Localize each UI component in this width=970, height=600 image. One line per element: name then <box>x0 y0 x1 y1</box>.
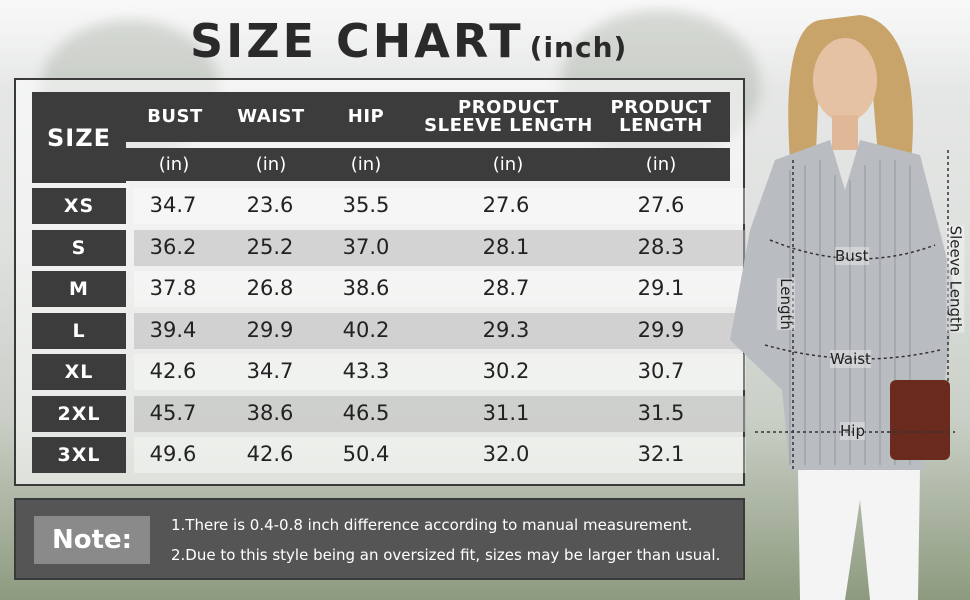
table-cell: 30.2 <box>482 359 530 383</box>
table-cell: 45.7 <box>149 400 197 425</box>
unit-cell-product-length: (in) <box>645 154 677 175</box>
note-line-2: 2.Due to this style being an oversized f… <box>171 546 721 564</box>
unit-cell-sleeve-length: (in) <box>492 154 524 175</box>
unit-row <box>120 148 730 181</box>
table-cell: 27.6 <box>482 193 530 217</box>
table-cell: 25.2 <box>246 234 294 259</box>
table-cell: 46.5 <box>342 400 390 425</box>
column-header-bust-label: BUST <box>147 106 203 127</box>
table-cell: 37.0 <box>342 234 390 259</box>
unit-cell-waist: (in) <box>255 154 287 175</box>
table-cell: 29.1 <box>637 276 685 300</box>
size-column-header: SIZE <box>32 92 126 183</box>
table-cell: 37.8 <box>149 276 197 300</box>
table-row <box>134 437 746 473</box>
column-header-hip-label: HIP <box>347 106 385 127</box>
table-cell: 42.6 <box>246 442 294 466</box>
table-cell: 31.1 <box>482 400 530 425</box>
table-cell: 43.3 <box>342 359 390 383</box>
title-main: SIZE CHART <box>190 14 524 68</box>
model-illustration: Bust Waist Hip Length Sleeve Length <box>720 0 970 600</box>
table-row <box>134 312 746 349</box>
table-cell: 35.5 <box>342 193 390 217</box>
size-cell: 3XL <box>32 437 126 473</box>
table-cell: 29.9 <box>637 317 685 342</box>
table-cell: 40.2 <box>342 317 390 342</box>
table-cell: 38.6 <box>342 276 390 300</box>
table-cell: 38.6 <box>246 400 294 425</box>
table-cell: 36.2 <box>149 234 197 259</box>
unit-cell-bust: (in) <box>158 154 190 175</box>
table-cell: 28.3 <box>637 234 685 259</box>
size-cell: XL <box>32 354 126 390</box>
column-header-waist-label: WAIST <box>237 106 305 127</box>
table-cell: 26.8 <box>246 276 294 300</box>
table-cell: 34.7 <box>149 193 197 217</box>
title-unit: (inch) <box>529 31 628 64</box>
table-cell: 49.6 <box>149 442 197 466</box>
table-cell: 29.9 <box>246 317 294 342</box>
table-row <box>134 271 746 307</box>
table-cell: 50.4 <box>342 442 390 466</box>
table-cell: 30.7 <box>637 359 685 383</box>
table-cell: 32.1 <box>637 442 685 466</box>
measure-label-length: Length <box>776 278 795 330</box>
table-cell: 31.5 <box>637 400 685 425</box>
size-cell: S <box>32 229 126 266</box>
table-cell: 39.4 <box>149 317 197 342</box>
size-cell: XS <box>32 188 126 224</box>
table-cell: 29.3 <box>482 317 530 342</box>
table-cell: 32.0 <box>482 442 530 466</box>
table-row <box>134 229 746 266</box>
measure-label-bust: Bust <box>835 247 869 265</box>
measure-label-hip: Hip <box>840 422 865 440</box>
table-cell: 28.1 <box>482 234 530 259</box>
table-row <box>134 354 746 390</box>
column-header-sleeve-length-label: PRODUCT SLEEVE LENGTH <box>424 97 593 136</box>
measure-label-waist: Waist <box>830 350 871 368</box>
table-row <box>134 188 746 224</box>
table-cell: 27.6 <box>637 193 685 217</box>
column-header-bust <box>120 92 730 142</box>
model-figure <box>730 15 955 600</box>
size-chart-table: SIZE BUST WAIST HIP PRODUCT SLEEVE LENGT… <box>14 78 746 486</box>
note-label: Note: <box>34 516 150 564</box>
size-cell: M <box>32 271 126 307</box>
table-cell: 34.7 <box>246 359 294 383</box>
table-cell: 28.7 <box>482 276 530 300</box>
page-title: SIZE CHART (inch) <box>190 14 627 74</box>
table-cell: 42.6 <box>149 359 197 383</box>
column-header-product-length-label: PRODUCT LENGTH <box>610 97 712 136</box>
table-cell: 23.6 <box>246 193 294 217</box>
size-cell: L <box>32 312 126 349</box>
note-panel: Note: 1.There is 0.4-0.8 inch difference… <box>14 498 745 580</box>
measure-label-sleeve-length: Sleeve Length <box>946 225 965 333</box>
size-cell: 2XL <box>32 395 126 432</box>
unit-cell-hip: (in) <box>350 154 382 175</box>
note-line-1: 1.There is 0.4-0.8 inch difference accor… <box>171 516 693 534</box>
table-row <box>134 395 746 432</box>
